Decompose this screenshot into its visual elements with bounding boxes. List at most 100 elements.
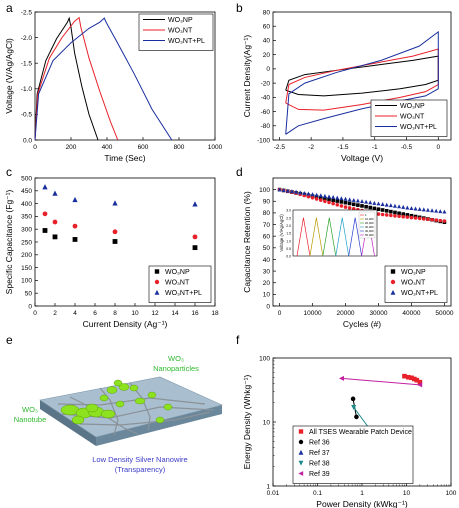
plot-frame (272, 11, 452, 141)
ragone-point (417, 382, 423, 388)
wo3-particle (115, 400, 125, 408)
wo3-particle (113, 379, 123, 387)
legend-entry: WO₃NT (401, 280, 426, 287)
data-point (52, 219, 58, 225)
y-tick-label: -1.0 (21, 86, 33, 93)
y-tick-label: -20 (261, 80, 271, 87)
inset-legend-entry: 30,000 (365, 225, 374, 229)
x-tick-label: 4 (73, 310, 77, 317)
retention-point (405, 213, 410, 217)
retention-point (302, 190, 307, 195)
series-line (34, 16, 119, 141)
retention-point (335, 202, 340, 207)
legend-marker (154, 269, 160, 274)
inset-y-tick-label: 1.0 (286, 239, 291, 243)
ragone-point (414, 377, 420, 383)
legend-entry: Ref 37 (309, 450, 330, 457)
retention-point (372, 206, 377, 211)
legend-entry: WO₃NT+PL (401, 290, 438, 297)
retention-point (314, 192, 319, 197)
retention-point (351, 197, 356, 202)
retention-point (393, 214, 397, 218)
wo3-particle (85, 403, 99, 413)
retention-point (343, 205, 348, 209)
x-tick-label: 100 (446, 490, 457, 497)
plot-frame (272, 177, 452, 307)
inset-y-tick-label: 0.0 (286, 255, 291, 259)
x-tick-label: 0 (278, 310, 282, 317)
x-tick-label: -1 (372, 144, 378, 151)
data-point (192, 201, 198, 207)
y-tick-label: 300 (21, 227, 32, 234)
y-tick-label: 100 (259, 187, 270, 194)
inset-legend-entry: 40,000 (365, 229, 374, 233)
y-tick-label: -1.5 (21, 61, 33, 68)
retention-point (372, 200, 377, 205)
plot-frame (34, 11, 216, 141)
legend-entry: All TSES Wearable Patch Device (309, 429, 412, 436)
silver-nanowire-label: (Transparency) (115, 465, 166, 474)
retention-point (380, 212, 385, 217)
data-point (72, 223, 78, 229)
data-point (192, 245, 198, 251)
retention-point (417, 206, 422, 211)
x-tick-label: 200 (66, 144, 77, 151)
retention-point (364, 204, 368, 209)
retention-point (322, 193, 327, 198)
retention-point (355, 198, 360, 203)
legend-box (292, 425, 414, 484)
y-tick-label: 100 (259, 355, 270, 362)
retention-point (314, 195, 319, 199)
y-tick-label: 60 (263, 24, 271, 31)
legend-entry: WO₃NT (400, 114, 425, 121)
retention-point (298, 190, 303, 195)
panel-f: f 0.01 0.1 1 10 100 1 10 100 Power Density (kWkg⁻… (236, 333, 457, 508)
x-tick-label: 400 (102, 144, 113, 151)
retention-point (389, 213, 393, 218)
legend-entry: WO₃NT+PL (400, 124, 437, 131)
y-tick-label: 20 (263, 52, 271, 59)
wo3-particle (71, 415, 85, 425)
y-tick-label: -80 (261, 123, 271, 130)
substrate-side-left (40, 400, 96, 446)
retention-point (438, 218, 443, 223)
retention-point (327, 197, 331, 202)
retention-point (347, 197, 352, 202)
y-tick-label: -0.5 (21, 112, 33, 119)
y-tick-label: 0.0 (23, 137, 32, 144)
silver-nanowire (57, 397, 206, 406)
y-tick-label: 0 (266, 303, 270, 310)
silver-nanowire (69, 396, 139, 435)
x-tick-label: 14 (171, 310, 179, 317)
retention-point (426, 217, 430, 222)
inset-y-tick-label: 0.5 (286, 247, 291, 251)
legend-entry: Ref 38 (309, 461, 330, 468)
retention-point (380, 202, 385, 206)
y-tick-label: 500 (21, 175, 32, 182)
ragone-line (341, 377, 420, 386)
retention-point (384, 209, 389, 213)
x-tick-label: 10 (403, 490, 411, 497)
retention-point (368, 205, 373, 210)
retention-point (335, 195, 340, 200)
retention-point (405, 215, 410, 219)
y-tick-label: 50 (25, 291, 33, 298)
retention-point (331, 198, 335, 203)
legend-entry: WO₃NT+PL (165, 290, 202, 297)
panel-letter: a (6, 1, 13, 15)
inset-legend-entry: 50,000 (365, 233, 374, 237)
data-point (192, 234, 198, 240)
series-line (34, 17, 173, 141)
y-tick-label: -2.5 (21, 9, 33, 16)
legend-marker (298, 439, 304, 445)
retention-point (327, 194, 332, 199)
retention-point (401, 214, 406, 219)
y-tick-label: 350 (21, 214, 32, 221)
panel-c: c 0 2 4 6 8 10 12 14 16 18 0 50 100 150 200 250 300 350 400… (4, 165, 219, 329)
retention-point (356, 203, 360, 207)
legend-entry: Ref 36 (309, 440, 330, 447)
panel-b: b -2.5 -2 -1.5 -1 -0.5 0 -100 -80 -60 -40 -20 0 20 40 6… (236, 1, 452, 163)
cv-loop (285, 30, 439, 135)
x-tick-label: 800 (174, 144, 185, 151)
